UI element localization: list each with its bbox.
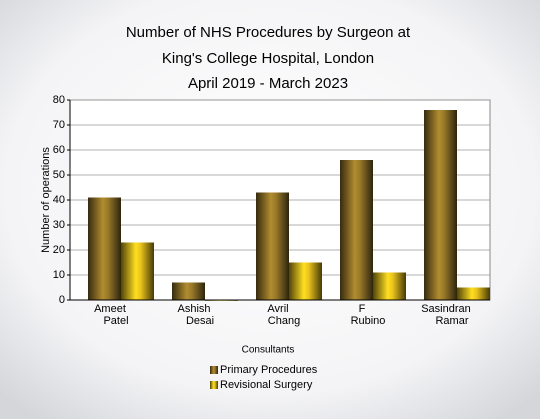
y-tick-label: 20	[53, 244, 65, 256]
x-tick-label: Avril	[267, 303, 288, 315]
bar	[88, 197, 121, 300]
y-tick-label: 0	[59, 294, 65, 306]
legend-label: Primary Procedures	[220, 364, 318, 376]
x-tick-label: Ramar	[435, 315, 468, 327]
bar	[121, 242, 154, 300]
y-tick-label: 60	[53, 144, 65, 156]
chart-title: King's College Hospital, London	[162, 50, 374, 67]
x-tick-label: F	[359, 303, 366, 315]
bar	[373, 272, 406, 300]
legend-swatch	[210, 366, 218, 374]
y-tick-label: 50	[53, 169, 65, 181]
bar	[256, 192, 289, 300]
y-tick-label: 80	[53, 94, 65, 106]
y-tick-label: 30	[53, 219, 65, 231]
chart-title: April 2019 - March 2023	[188, 75, 348, 92]
x-tick-label: Ashish	[177, 303, 210, 315]
x-tick-label: Chang	[268, 315, 300, 327]
y-axis-label: Number of operations	[40, 147, 52, 253]
y-tick-label: 10	[53, 269, 65, 281]
x-tick-label: Sasindran	[421, 303, 471, 315]
bar	[457, 287, 490, 300]
y-tick-label: 40	[53, 194, 65, 206]
x-tick-label: Ameet	[94, 303, 126, 315]
x-tick-label: Patel	[103, 315, 128, 327]
chart-title: Number of NHS Procedures by Surgeon at	[126, 24, 411, 41]
y-tick-label: 70	[53, 119, 65, 131]
x-axis-label: Consultants	[242, 345, 295, 356]
x-tick-label: Rubino	[351, 315, 386, 327]
bar	[424, 110, 457, 300]
bar	[289, 262, 322, 300]
x-tick-label: Desai	[186, 315, 214, 327]
bar	[340, 160, 373, 300]
legend-label: Revisional Surgery	[220, 379, 313, 391]
bar	[172, 282, 205, 300]
legend-swatch	[210, 381, 218, 389]
